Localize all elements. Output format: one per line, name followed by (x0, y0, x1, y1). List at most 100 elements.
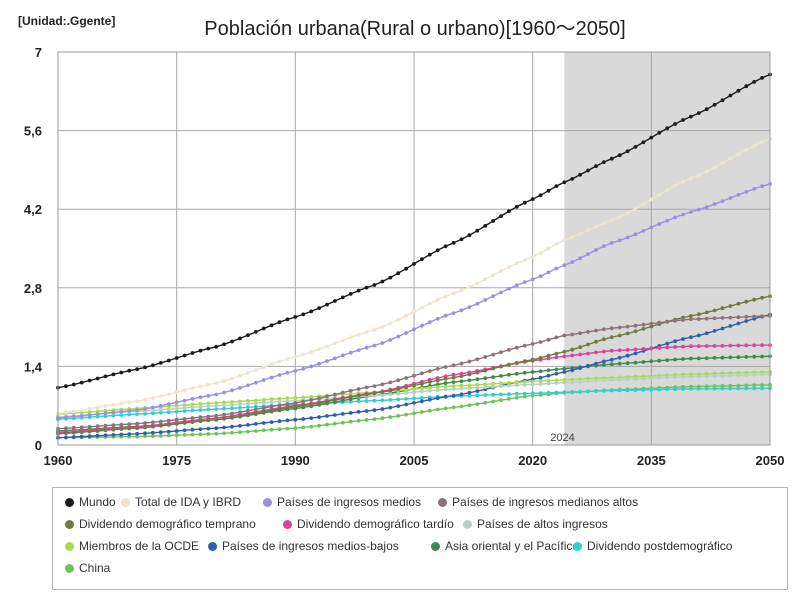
data-point (103, 411, 108, 416)
data-point (340, 396, 345, 401)
data-point (657, 346, 662, 350)
data-point (301, 417, 306, 421)
data-point (594, 339, 598, 344)
data-point (451, 363, 456, 368)
data-point (293, 426, 298, 431)
data-point (744, 343, 749, 348)
data-point (633, 145, 638, 149)
data-point (609, 241, 614, 245)
data-point (602, 388, 606, 393)
data-point (190, 351, 195, 355)
data-point (388, 405, 393, 410)
data-point (641, 388, 646, 392)
data-point (443, 387, 448, 392)
data-point (554, 266, 559, 271)
data-point (420, 371, 424, 376)
data-point (681, 118, 685, 122)
data-point (87, 406, 92, 411)
data-point (483, 368, 488, 373)
data-point (206, 418, 211, 423)
data-point (665, 375, 670, 380)
data-point (230, 388, 234, 393)
data-point (317, 361, 321, 366)
data-point (546, 353, 551, 358)
data-point (348, 419, 353, 424)
data-point (230, 406, 234, 411)
data-point (760, 372, 764, 377)
data-point (198, 404, 203, 409)
data-point (570, 235, 575, 240)
legend-label: Países de ingresos medianos altos (452, 495, 639, 509)
data-point (641, 229, 646, 233)
data-point (522, 394, 527, 399)
legend-marker (431, 541, 440, 551)
data-point (87, 410, 92, 414)
legend-marker (438, 497, 447, 507)
data-point (728, 383, 733, 388)
data-point (135, 434, 140, 439)
data-point (546, 390, 551, 395)
data-point (174, 390, 179, 395)
data-point (499, 374, 503, 378)
data-point (514, 204, 519, 209)
data-point (380, 390, 385, 394)
legend-label: Dividendo demográfico tardío (297, 517, 454, 531)
legend-marker (65, 541, 74, 551)
legend-marker (208, 541, 217, 551)
data-point (333, 421, 337, 426)
data-point (174, 406, 179, 411)
data-point (143, 425, 147, 430)
data-point (483, 393, 488, 397)
data-point (238, 423, 242, 428)
data-point (309, 398, 314, 402)
data-point (538, 356, 543, 360)
series-miembros-de-la-ocde (56, 370, 772, 416)
data-point (530, 370, 535, 374)
data-point (617, 348, 622, 353)
data-point (681, 318, 685, 322)
data-point (617, 388, 622, 393)
legend-item: China (65, 561, 110, 575)
data-point (246, 429, 250, 434)
data-point (95, 409, 100, 414)
data-point (728, 386, 733, 391)
data-point (744, 355, 749, 359)
data-point (190, 432, 195, 437)
data-point (388, 392, 393, 397)
data-point (135, 421, 140, 426)
data-point (602, 327, 606, 332)
legend-marker (121, 497, 130, 507)
data-point (182, 417, 187, 421)
data-point (412, 383, 416, 388)
data-point (166, 433, 171, 438)
data-point (712, 329, 717, 333)
data-point (380, 393, 385, 397)
data-point (127, 408, 132, 413)
data-point (238, 410, 242, 415)
data-point (64, 435, 68, 440)
legend-item: Dividendo demográfico temprano (65, 517, 256, 531)
data-point (689, 344, 693, 349)
data-point (206, 346, 211, 351)
data-point (570, 353, 575, 358)
data-point (158, 430, 163, 435)
data-point (372, 384, 377, 388)
data-point (64, 415, 68, 420)
data-point (459, 383, 464, 388)
data-point (103, 374, 108, 379)
data-point (198, 348, 203, 353)
data-point (546, 378, 551, 383)
data-point (404, 397, 408, 401)
data-point (499, 398, 503, 403)
data-point (546, 373, 551, 378)
data-point (720, 384, 725, 388)
data-point (230, 400, 234, 404)
data-point (166, 429, 171, 434)
data-point (760, 295, 764, 300)
unit-label: [Unidad:.Ggente] (18, 14, 115, 28)
data-point (499, 214, 503, 219)
data-point (380, 341, 385, 345)
data-point (174, 433, 179, 438)
data-point (760, 184, 764, 189)
legend-marker (65, 497, 74, 507)
